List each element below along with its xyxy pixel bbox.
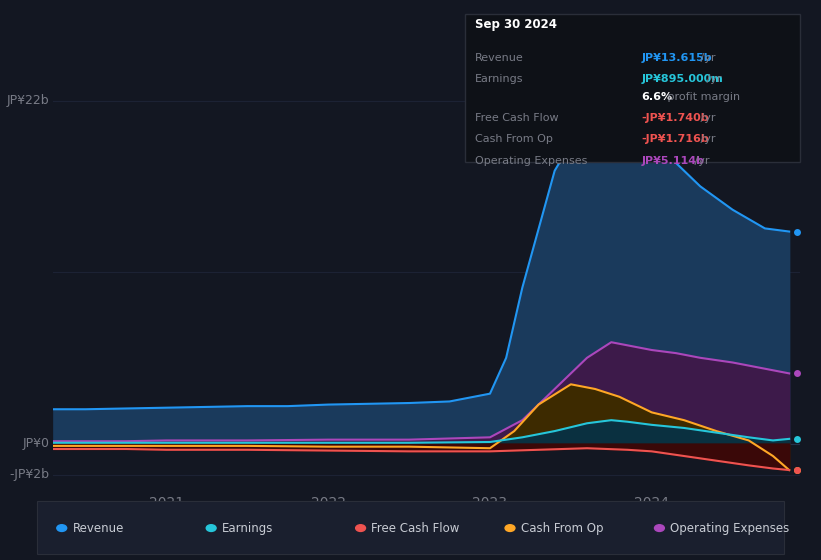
Text: profit margin: profit margin xyxy=(663,92,740,102)
Text: -JP¥1.716b: -JP¥1.716b xyxy=(641,134,709,144)
Text: Revenue: Revenue xyxy=(72,521,124,535)
Text: JP¥22b: JP¥22b xyxy=(7,94,49,107)
Text: Operating Expenses: Operating Expenses xyxy=(670,521,789,535)
Text: Operating Expenses: Operating Expenses xyxy=(475,156,587,166)
Text: /yr: /yr xyxy=(697,113,716,123)
Text: /yr: /yr xyxy=(691,156,710,166)
Text: Free Cash Flow: Free Cash Flow xyxy=(371,521,460,535)
Text: JP¥13.615b: JP¥13.615b xyxy=(641,53,712,63)
Text: -JP¥2b: -JP¥2b xyxy=(10,468,49,481)
Text: Cash From Op: Cash From Op xyxy=(475,134,553,144)
Text: /yr: /yr xyxy=(697,134,716,144)
Text: Revenue: Revenue xyxy=(475,53,523,63)
Text: JP¥895.000m: JP¥895.000m xyxy=(641,74,723,84)
Text: Cash From Op: Cash From Op xyxy=(521,521,603,535)
Text: Free Cash Flow: Free Cash Flow xyxy=(475,113,558,123)
Text: /yr: /yr xyxy=(703,74,721,84)
Text: Sep 30 2024: Sep 30 2024 xyxy=(475,17,557,31)
Text: -JP¥1.740b: -JP¥1.740b xyxy=(641,113,709,123)
Text: JP¥5.114b: JP¥5.114b xyxy=(641,156,704,166)
Text: Earnings: Earnings xyxy=(222,521,273,535)
Text: 6.6%: 6.6% xyxy=(641,92,672,102)
Text: /yr: /yr xyxy=(697,53,716,63)
Text: Earnings: Earnings xyxy=(475,74,523,84)
Text: JP¥0: JP¥0 xyxy=(23,437,49,450)
